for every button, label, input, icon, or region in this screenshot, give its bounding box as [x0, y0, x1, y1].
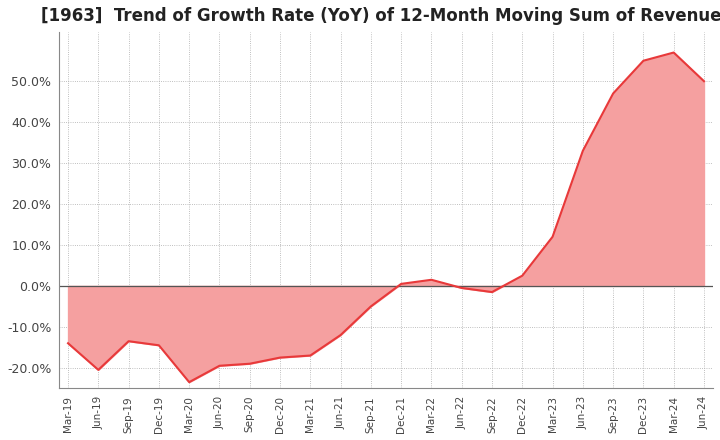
Title: [1963]  Trend of Growth Rate (YoY) of 12-Month Moving Sum of Revenues: [1963] Trend of Growth Rate (YoY) of 12-…: [41, 7, 720, 25]
